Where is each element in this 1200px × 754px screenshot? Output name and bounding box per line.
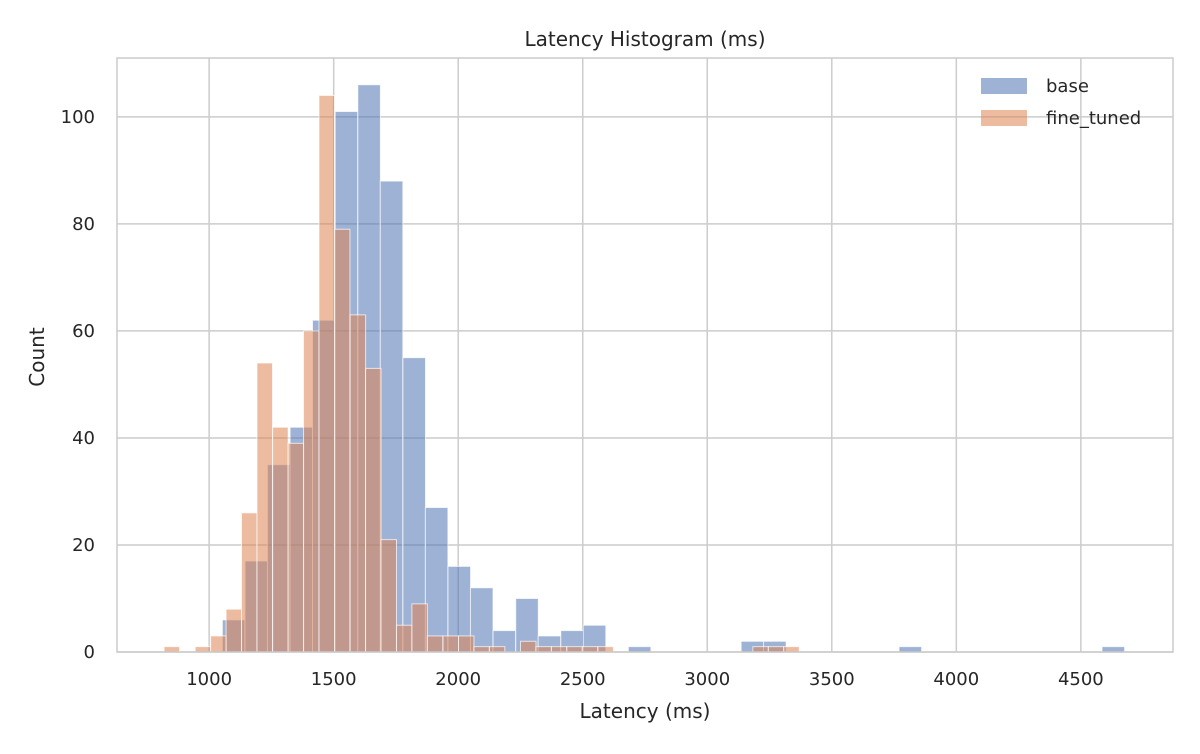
- histogram-bar: [287, 442, 305, 653]
- x-tick-label: 3000: [684, 669, 730, 690]
- series-fine-tuned: [163, 94, 800, 653]
- histogram-bar: [752, 646, 769, 653]
- legend-label-fine-tuned: fine_tuned: [1046, 108, 1141, 129]
- histogram-bar: [457, 635, 475, 653]
- y-tick-label: 0: [84, 642, 95, 663]
- histogram-bar: [163, 646, 181, 653]
- histogram-bar: [535, 646, 552, 653]
- legend: base fine_tuned: [981, 76, 1141, 129]
- histogram-bar: [597, 646, 614, 653]
- histogram-bar: [783, 646, 800, 653]
- histogram-bar: [473, 646, 490, 653]
- x-tick-label: 2000: [435, 669, 481, 690]
- histogram-bar: [318, 94, 335, 653]
- y-axis-label: Count: [25, 327, 49, 387]
- histogram-bar: [395, 624, 413, 653]
- histogram-bar: [225, 608, 243, 653]
- histogram-bar: [380, 539, 397, 653]
- y-tick-label: 60: [72, 321, 95, 342]
- x-tick-label: 1000: [186, 669, 232, 690]
- chart-title: Latency Histogram (ms): [524, 27, 765, 51]
- histogram-bar: [411, 603, 428, 653]
- histogram-bar: [349, 314, 367, 653]
- histogram-bar: [333, 228, 351, 653]
- y-tick-label: 100: [61, 107, 95, 128]
- histogram-bar: [272, 426, 289, 653]
- legend-label-base: base: [1046, 76, 1089, 97]
- histogram-bar: [442, 635, 460, 653]
- histogram-bar: [241, 512, 258, 653]
- histogram-bar: [1101, 646, 1126, 653]
- histogram-bar: [426, 635, 444, 653]
- histogram-bar: [627, 646, 652, 653]
- histogram-bars: [163, 84, 1126, 653]
- histogram-bar: [519, 640, 537, 653]
- y-tick-label: 40: [72, 428, 95, 449]
- x-tick-label: 1500: [311, 669, 357, 690]
- x-tick-labels: 1000 1500 2000 2500 3000 3500 4000 4500: [186, 669, 1104, 690]
- histogram-bar: [365, 367, 382, 653]
- y-tick-label: 80: [72, 214, 95, 235]
- histogram-bar: [550, 646, 568, 653]
- x-tick-label: 4000: [933, 669, 979, 690]
- histogram-bar: [256, 362, 273, 653]
- histogram-bar: [303, 330, 320, 653]
- histogram-bar: [581, 646, 599, 653]
- plot-frame: [116, 57, 1174, 653]
- histogram-bar: [210, 635, 227, 653]
- histogram-bar: [767, 646, 785, 653]
- histogram-bar: [488, 646, 506, 653]
- y-tick-labels: 0 20 40 60 80 100: [61, 107, 95, 663]
- x-tick-label: 3500: [809, 669, 855, 690]
- x-tick-label: 2500: [560, 669, 606, 690]
- histogram-bar: [424, 507, 449, 653]
- x-tick-label: 4500: [1058, 669, 1104, 690]
- y-tick-label: 20: [72, 535, 95, 556]
- legend-swatch-base: [981, 78, 1027, 94]
- histogram-bar: [898, 646, 923, 653]
- legend-swatch-fine-tuned: [981, 110, 1027, 126]
- histogram-bar: [566, 646, 583, 653]
- x-axis-label: Latency (ms): [580, 699, 711, 723]
- histogram-bar: [194, 646, 212, 653]
